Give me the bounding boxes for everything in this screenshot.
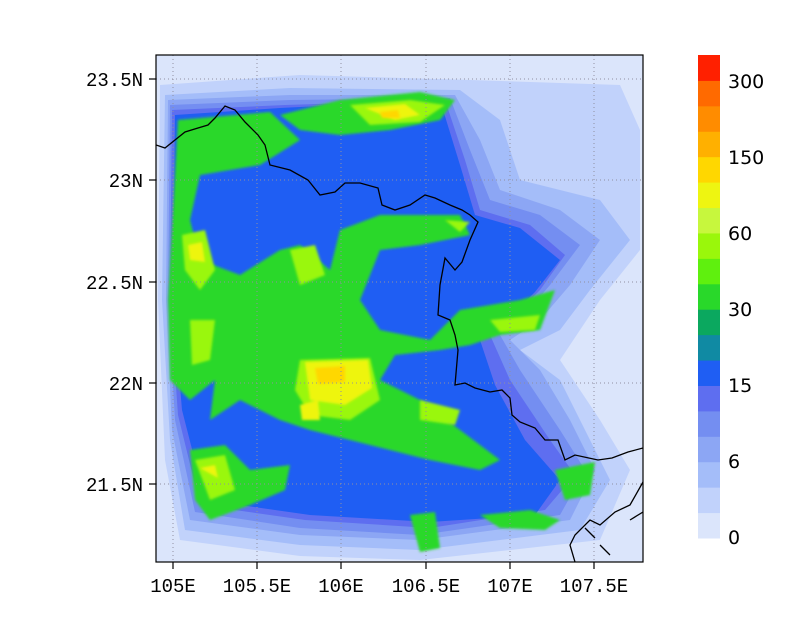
colorbar-label: 30 [728,299,752,321]
x-tick-label: 105.5E [223,576,291,598]
colorbar-label: 15 [728,375,752,397]
precip-band-green-se [555,462,595,500]
precip-band-green [168,112,555,470]
colorbar-swatch [698,283,720,310]
y-tick-label: 21.5N [86,475,143,497]
coast-line [569,481,643,562]
colorbar-label: 150 [728,147,764,169]
precip-band-lime [182,100,540,500]
colorbar [698,55,720,539]
colorbar-swatch [698,182,720,209]
precip-band-green-s3 [480,510,560,530]
x-tick-label: 107E [487,576,533,598]
colorbar-swatch [698,410,720,437]
colorbar-swatch [698,207,720,234]
axis-ticks [149,78,595,569]
precip-field [156,55,643,562]
map-frame [155,54,644,563]
colorbar-swatch [698,105,720,132]
colorbar-labels: 300 150 60 30 15 6 0 [728,71,764,549]
y-tick-label: 22.5N [86,273,143,295]
y-tick-label: 23N [109,171,143,193]
y-tick-label: 23.5N [86,70,143,92]
colorbar-swatch [698,360,720,386]
precip-band-yellow [188,104,420,478]
map-gridlines [156,55,643,562]
colorbar-swatch [698,131,720,158]
x-tick-label: 105E [150,576,196,598]
colorbar-swatch [698,436,720,463]
y-axis-labels: 23.5N 23N 22.5N 22N 21.5N [86,70,143,497]
colorbar-swatch [698,334,720,361]
precip-band-green-s2 [410,512,440,552]
y-tick-label: 22N [109,374,143,396]
colorbar-swatch [698,309,720,336]
colorbar-swatch [698,80,720,107]
x-axis-labels: 105E 105.5E 106E 106.5E 107E 107.5E [150,576,628,598]
colorbar-swatch [698,156,720,183]
colorbar-swatch [698,232,720,259]
colorbar-swatch [698,461,720,488]
colorbar-label: 6 [728,451,740,473]
map-plot-area: 105E 105.5E 106E 106.5E 107E 107.5E 23.5… [86,54,644,598]
x-tick-label: 106.5E [392,576,460,598]
border-line [156,105,643,461]
colorbar-swatch [698,487,720,514]
colorbar-swatch [698,258,720,285]
colorbar-swatch [698,512,720,539]
colorbar-swatch [698,55,720,81]
colorbar-label: 0 [728,527,740,549]
colorbar-label: 300 [728,71,764,93]
x-tick-label: 106E [318,576,364,598]
colorbar-label: 60 [728,223,752,245]
x-tick-label: 107.5E [560,576,628,598]
colorbar-swatch [698,385,720,412]
